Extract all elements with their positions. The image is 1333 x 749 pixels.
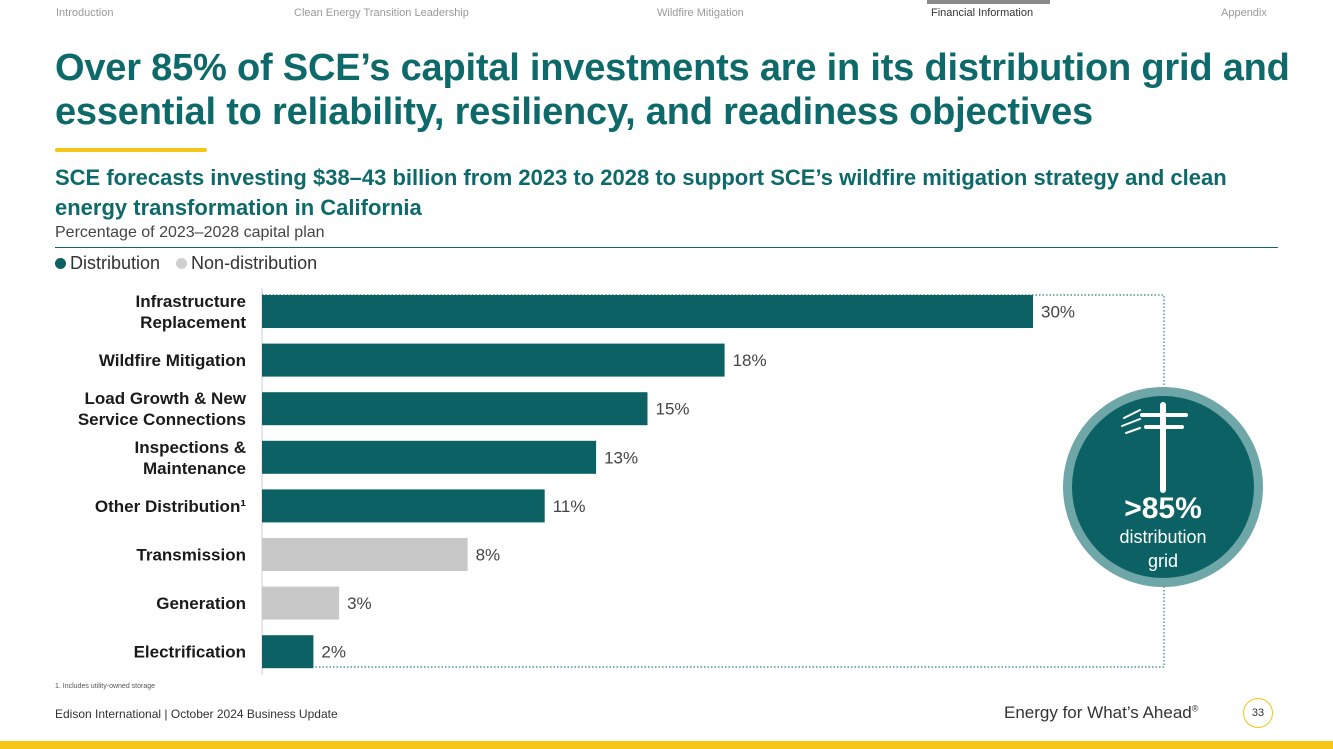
bar-2: [262, 343, 725, 377]
footer-company-date: Edison International | October 2024 Busi…: [55, 707, 338, 721]
nav-introduction[interactable]: Introduction: [56, 7, 114, 19]
bar-value-label-3: 15%: [656, 400, 690, 419]
category-label-1: Infrastructure: [135, 292, 246, 311]
legend-non-distribution-swatch: [176, 258, 188, 269]
bar-5: [262, 489, 545, 523]
caption-divider: [55, 247, 1278, 248]
category-label-6: Transmission: [136, 546, 246, 565]
legend-distribution-label: Distribution: [70, 253, 161, 273]
title-accent-line: [55, 148, 207, 152]
bar-value-label-8: 2%: [321, 643, 346, 662]
category-label-3: Service Connections: [78, 410, 246, 429]
bar-value-label-5: 11%: [553, 497, 586, 516]
category-label-8: Electrification: [134, 643, 246, 662]
nav-appendix[interactable]: Appendix: [1221, 7, 1267, 19]
category-label-4: Maintenance: [143, 459, 246, 478]
badge-value: >85%: [1124, 492, 1202, 525]
footer-tagline: Energy for What’s Ahead®: [1004, 703, 1198, 723]
category-label-2: Wildfire Mitigation: [99, 351, 246, 370]
power-pole-icon: [1121, 402, 1188, 493]
page-number: 33: [1243, 698, 1273, 728]
chart-caption: Percentage of 2023–2028 capital plan: [55, 224, 325, 241]
bar-value-label-1: 30%: [1041, 303, 1075, 322]
nav-active-indicator: [927, 0, 1050, 4]
page-subtitle: SCE forecasts investing $38–43 billion f…: [55, 165, 1227, 220]
badge-line-2: grid: [1148, 551, 1178, 571]
footnote: 1. Includes utility-owned storage: [55, 683, 155, 690]
bar-3: [262, 392, 648, 426]
page-title: Over 85% of SCE’s capital investments ar…: [55, 47, 1290, 133]
tagline-text: Energy for What’s Ahead: [1004, 703, 1192, 722]
nav-wildfire-mitigation[interactable]: Wildfire Mitigation: [657, 7, 744, 19]
category-label-5: Other Distribution¹: [95, 497, 246, 516]
category-label-3: Load Growth & New: [85, 389, 247, 408]
nav-clean-energy[interactable]: Clean Energy Transition Leadership: [294, 7, 469, 19]
bar-6: [262, 538, 468, 571]
bar-4: [262, 440, 597, 474]
nav-financial-information[interactable]: Financial Information: [931, 7, 1034, 19]
top-navigation: Introduction Clean Energy Transition Lea…: [0, 0, 1333, 26]
category-label-1: Replacement: [140, 313, 246, 332]
registered-mark: ®: [1191, 703, 1199, 714]
bar-value-label-4: 13%: [604, 448, 638, 467]
chart-legend: Distribution Non-distribution: [55, 253, 333, 274]
bottom-accent-bar: [0, 741, 1333, 749]
badge-line-1: distribution: [1119, 527, 1206, 547]
legend-non-distribution: Non-distribution: [176, 253, 317, 274]
bar-7: [262, 586, 340, 620]
capital-plan-bar-chart: 30% Infrastructure Replacement 18% Wildfire …: [78, 288, 1263, 675]
category-label-4: Inspections &: [135, 438, 246, 457]
bar-1: [262, 295, 1033, 328]
bar-value-label-6: 8%: [476, 546, 501, 565]
category-label-7: Generation: [156, 594, 246, 613]
bar-value-label-2: 18%: [733, 351, 767, 370]
legend-non-distribution-label: Non-distribution: [191, 253, 318, 273]
legend-distribution: Distribution: [55, 253, 160, 274]
legend-distribution-swatch: [55, 258, 66, 269]
bar-8: [262, 635, 314, 669]
bar-value-label-7: 3%: [347, 594, 372, 613]
